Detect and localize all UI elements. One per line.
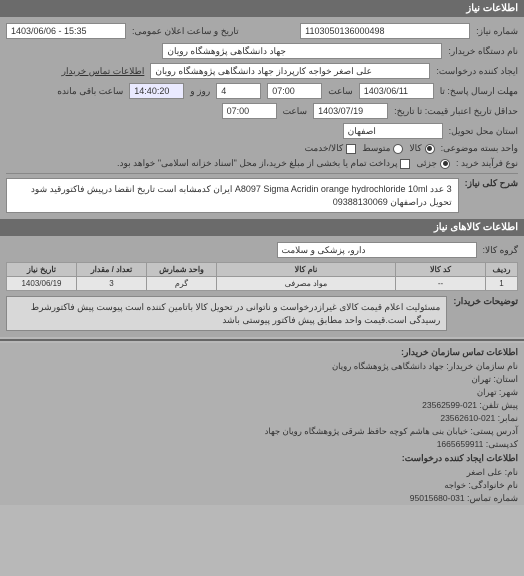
req-name-value: علی اصغر: [467, 467, 503, 477]
col-qty: تعداد / مقدار: [77, 263, 147, 277]
phone-label: پیش تلفن:: [479, 400, 518, 410]
validity-date-field: 1403/07/19: [313, 103, 388, 119]
city-label: شهر:: [499, 387, 518, 397]
post-value: 1665659911: [437, 439, 484, 449]
table-row: 1 -- مواد مصرفی گرم 3 1403/06/19: [7, 277, 518, 291]
checkbox-icon: [400, 159, 410, 169]
panel-header-need-info: اطلاعات نیاز: [0, 0, 524, 17]
buyer-org-label: نام دستگاه خریدار:: [448, 46, 518, 57]
req-surname-label: نام خانوادگی:: [468, 480, 518, 490]
buyer-contact-link[interactable]: اطلاعات تماس خریدار: [62, 66, 145, 77]
col-date: تاریخ نیاز: [7, 263, 77, 277]
remain-label: ساعت باقی مانده: [57, 86, 123, 97]
pkg-check-service[interactable]: کالا/خدمت: [305, 143, 357, 154]
validity-time-field: 07:00: [222, 103, 277, 119]
goods-group-field: دارو، پزشکی و سلامت: [277, 242, 477, 258]
org-value: جهاد دانشگاهی پژوهشگاه رویان: [332, 361, 444, 371]
header-title: اطلاعات نیاز: [466, 3, 518, 14]
days-field: 4: [216, 83, 261, 99]
requester-label: ایجاد کننده درخواست:: [436, 66, 518, 77]
addr-value: خیابان بنی هاشم کوچه حافظ شرقی پژوهشگاه …: [265, 426, 468, 436]
buyer-notes-label: توضیحات خریدار:: [453, 296, 518, 307]
general-desc-label: شرح کلی نیاز:: [465, 178, 518, 189]
state-value: تهران: [471, 374, 491, 384]
radio-icon: [425, 144, 435, 154]
proc-radio-cash[interactable]: جزئی: [416, 158, 450, 169]
package-label: واحد بسته موضوعی:: [441, 143, 518, 154]
radio-icon: [440, 159, 450, 169]
process-label: نوع فرآیند خرید :: [456, 158, 518, 169]
cell-index: 1: [486, 277, 518, 291]
pkg-radio-medium[interactable]: متوسط: [362, 143, 403, 154]
delivery-state-field: اصفهان: [343, 123, 443, 139]
general-desc-box: 3 عدد A8097 Sigma Acridin orange hydroch…: [6, 178, 459, 213]
contact-buyer-header: اطلاعات تماس سازمان خریدار:: [0, 345, 524, 360]
divider: [6, 173, 518, 174]
section-divider: [0, 339, 524, 341]
table-header-row: ردیف کد کالا نام کالا واحد شمارش تعداد /…: [7, 263, 518, 277]
need-info-panel: شماره نیاز: 1103050136000498 تاریخ و ساع…: [0, 17, 524, 219]
validity-label: حداقل تاریخ اعتبار قیمت: تا تاریخ:: [394, 106, 518, 117]
requester-field: علی اصغر خواجه کارپرداز جهاد دانشگاهی پژ…: [150, 63, 430, 79]
contact-buyer-section: اطلاعات تماس سازمان خریدار: نام سازمان خ…: [0, 343, 524, 505]
pkg-medium-label: متوسط: [362, 143, 390, 154]
req-phone-value: 031-95015680: [410, 493, 465, 503]
col-unit: واحد شمارش: [147, 263, 217, 277]
announce-label: تاریخ و ساعت اعلان عمومی:: [132, 26, 239, 37]
col-index: ردیف: [486, 263, 518, 277]
days-label: روز و: [190, 86, 210, 97]
org-label: نام سازمان خریدار:: [446, 361, 518, 371]
at-label-1: ساعت: [328, 86, 353, 97]
post-label: کدپستی:: [486, 439, 518, 449]
req-name-label: نام:: [505, 467, 518, 477]
col-code: کد کالا: [396, 263, 486, 277]
req-phone-label: شماره تماس:: [467, 493, 518, 503]
cell-unit: گرم: [147, 277, 217, 291]
response-time-field: 07:00: [267, 83, 322, 99]
goods-panel: گروه کالا: دارو، پزشکی و سلامت ردیف کد ک…: [0, 236, 524, 337]
cell-name: مواد مصرفی: [217, 277, 396, 291]
goods-group-label: گروه کالا:: [483, 245, 518, 256]
response-deadline-label: مهلت ارسال پاسخ: تا: [440, 86, 518, 97]
pkg-check-label: کالا/خدمت: [305, 143, 344, 154]
remain-time-field: 14:40:20: [129, 83, 184, 99]
fax-label: نمابر:: [498, 413, 518, 423]
radio-icon: [393, 144, 403, 154]
goods-table: ردیف کد کالا نام کالا واحد شمارش تعداد /…: [6, 262, 518, 291]
pkg-radio-goods[interactable]: کالا: [409, 143, 434, 154]
cell-code: --: [396, 277, 486, 291]
proc-check-note[interactable]: پرداخت تمام یا بخشی از مبلغ خرید،از محل …: [117, 158, 410, 169]
panel-header-goods: اطلاعات کالاهای نیاز: [0, 219, 524, 236]
need-number-field: 1103050136000498: [300, 23, 470, 39]
proc-cash-label: جزئی: [416, 158, 437, 169]
checkbox-icon: [346, 144, 356, 154]
cell-date: 1403/06/19: [7, 277, 77, 291]
buyer-notes-box: مسئولیت اعلام قیمت کالای غیرازدرخواست و …: [6, 296, 447, 331]
phone-value: 021-23562599: [422, 400, 477, 410]
proc-note-label: پرداخت تمام یا بخشی از مبلغ خرید،از محل …: [117, 158, 397, 169]
announce-field: 1403/06/06 - 15:35: [6, 23, 126, 39]
col-name: نام کالا: [217, 263, 396, 277]
buyer-org-field: جهاد دانشگاهی پژوهشگاه رویان: [162, 43, 442, 59]
fax-value: 021-23562610: [440, 413, 495, 423]
pkg-goods-label: کالا: [409, 143, 421, 154]
goods-header-title: اطلاعات کالاهای نیاز: [434, 222, 518, 233]
city-value: تهران: [477, 387, 497, 397]
need-number-label: شماره نیاز:: [476, 26, 518, 37]
response-date-field: 1403/06/11: [359, 83, 434, 99]
state-label: استان:: [493, 374, 518, 384]
cell-qty: 3: [77, 277, 147, 291]
delivery-state-label: استان محل تحویل:: [449, 126, 518, 137]
req-surname-value: خواجه: [444, 480, 466, 490]
at-label-2: ساعت: [283, 106, 308, 117]
addr-label: آدرس پستی:: [470, 426, 518, 436]
contact-requester-header: اطلاعات ایجاد کننده درخواست:: [0, 451, 524, 466]
